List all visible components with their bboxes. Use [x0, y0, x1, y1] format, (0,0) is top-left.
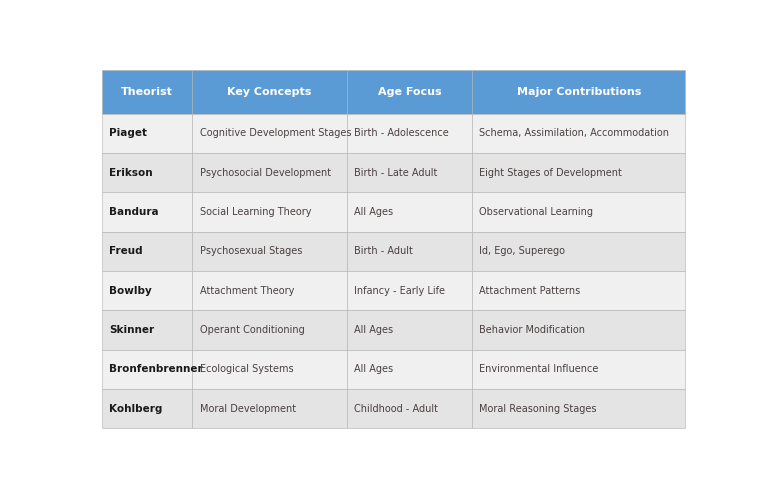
Text: Key Concepts: Key Concepts: [227, 87, 312, 97]
Text: Skinner: Skinner: [109, 325, 154, 335]
Bar: [192, 310, 347, 350]
Bar: [347, 114, 472, 153]
Text: Operant Conditioning: Operant Conditioning: [200, 325, 304, 335]
Bar: [102, 70, 192, 114]
Text: All Ages: All Ages: [354, 364, 393, 374]
Bar: [102, 232, 192, 271]
Text: Freud: Freud: [109, 246, 143, 256]
Text: Birth - Late Adult: Birth - Late Adult: [354, 168, 438, 178]
Text: Environmental Influence: Environmental Influence: [479, 364, 599, 374]
Bar: [472, 271, 685, 310]
Bar: [347, 153, 472, 192]
Text: Infancy - Early Life: Infancy - Early Life: [354, 286, 445, 296]
Bar: [102, 271, 192, 310]
Bar: [472, 153, 685, 192]
Text: Childhood - Adult: Childhood - Adult: [354, 404, 438, 413]
Bar: [192, 232, 347, 271]
Text: Attachment Patterns: Attachment Patterns: [479, 286, 581, 296]
Text: Birth - Adult: Birth - Adult: [354, 246, 413, 256]
Bar: [472, 389, 685, 428]
Text: All Ages: All Ages: [354, 207, 393, 217]
Bar: [192, 389, 347, 428]
Text: Moral Reasoning Stages: Moral Reasoning Stages: [479, 404, 597, 413]
Text: Social Learning Theory: Social Learning Theory: [200, 207, 311, 217]
Bar: [347, 350, 472, 389]
Bar: [102, 192, 192, 232]
Bar: [192, 153, 347, 192]
Text: Eight Stages of Development: Eight Stages of Development: [479, 168, 622, 178]
Bar: [472, 192, 685, 232]
Text: Piaget: Piaget: [109, 129, 147, 138]
Bar: [347, 70, 472, 114]
Text: Schema, Assimilation, Accommodation: Schema, Assimilation, Accommodation: [479, 129, 670, 138]
Bar: [347, 389, 472, 428]
Bar: [472, 232, 685, 271]
Text: Kohlberg: Kohlberg: [109, 404, 163, 413]
Text: Psychosexual Stages: Psychosexual Stages: [200, 246, 302, 256]
Bar: [192, 350, 347, 389]
Text: Ecological Systems: Ecological Systems: [200, 364, 293, 374]
Bar: [192, 114, 347, 153]
Bar: [472, 70, 685, 114]
Bar: [192, 271, 347, 310]
Bar: [472, 350, 685, 389]
Text: Behavior Modification: Behavior Modification: [479, 325, 585, 335]
Bar: [347, 271, 472, 310]
Bar: [347, 232, 472, 271]
Bar: [102, 114, 192, 153]
Bar: [102, 350, 192, 389]
Bar: [472, 310, 685, 350]
Text: Moral Development: Moral Development: [200, 404, 296, 413]
Bar: [347, 310, 472, 350]
Text: Id, Ego, Superego: Id, Ego, Superego: [479, 246, 565, 256]
Text: Psychosocial Development: Psychosocial Development: [200, 168, 331, 178]
Text: Attachment Theory: Attachment Theory: [200, 286, 294, 296]
Text: Cognitive Development Stages: Cognitive Development Stages: [200, 129, 351, 138]
Bar: [102, 310, 192, 350]
Bar: [192, 192, 347, 232]
Bar: [102, 389, 192, 428]
Bar: [102, 153, 192, 192]
Text: Major Contributions: Major Contributions: [517, 87, 641, 97]
Text: Erikson: Erikson: [109, 168, 153, 178]
Text: Observational Learning: Observational Learning: [479, 207, 594, 217]
Text: Birth - Adolescence: Birth - Adolescence: [354, 129, 449, 138]
Text: Bandura: Bandura: [109, 207, 159, 217]
Text: Age Focus: Age Focus: [378, 87, 442, 97]
Bar: [347, 192, 472, 232]
Text: Bronfenbrenner: Bronfenbrenner: [109, 364, 203, 374]
Text: All Ages: All Ages: [354, 325, 393, 335]
Bar: [192, 70, 347, 114]
Bar: [472, 114, 685, 153]
Text: Bowlby: Bowlby: [109, 286, 152, 296]
Text: Theorist: Theorist: [121, 87, 173, 97]
